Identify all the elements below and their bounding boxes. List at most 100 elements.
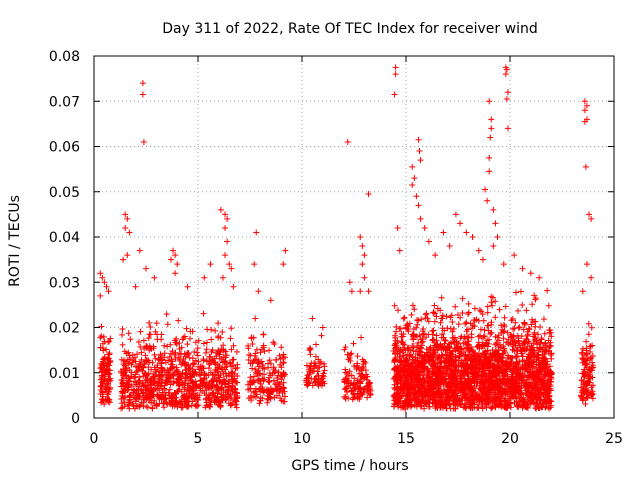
- data-point: [484, 197, 491, 204]
- data-point: [396, 247, 403, 254]
- data-point: [441, 402, 448, 409]
- data-point: [151, 397, 158, 404]
- data-point: [172, 270, 179, 277]
- data-point: [536, 345, 543, 352]
- data-point: [483, 355, 490, 362]
- data-point: [273, 386, 280, 393]
- data-point: [485, 322, 492, 329]
- data-point: [452, 367, 459, 374]
- data-point: [102, 386, 109, 393]
- data-point: [498, 401, 505, 408]
- data-point: [166, 353, 173, 360]
- data-point: [280, 354, 287, 361]
- data-point: [400, 369, 407, 376]
- data-point: [539, 344, 546, 351]
- data-point: [175, 388, 182, 395]
- data-point: [405, 367, 412, 374]
- data-point: [449, 376, 456, 383]
- data-point: [406, 399, 413, 406]
- data-point: [520, 376, 527, 383]
- data-point: [589, 353, 596, 360]
- data-point: [482, 367, 489, 374]
- data-point: [492, 333, 499, 340]
- data-point: [228, 401, 235, 408]
- data-point: [544, 396, 551, 403]
- data-point: [579, 359, 586, 366]
- data-point: [395, 398, 402, 405]
- data-point: [417, 215, 424, 222]
- data-point: [202, 382, 209, 389]
- data-point: [469, 347, 476, 354]
- data-point: [157, 352, 164, 359]
- data-point: [167, 350, 174, 357]
- data-point: [119, 331, 126, 338]
- data-point: [479, 311, 486, 318]
- data-point: [421, 224, 428, 231]
- data-point: [345, 372, 352, 379]
- data-point: [144, 371, 151, 378]
- data-point: [365, 191, 372, 198]
- data-point: [346, 368, 353, 375]
- data-point: [103, 283, 110, 290]
- data-point: [270, 366, 277, 373]
- data-point: [265, 378, 272, 385]
- data-point: [533, 375, 540, 382]
- data-point: [275, 369, 282, 376]
- data-point: [257, 397, 264, 404]
- data-point: [465, 309, 472, 316]
- data-point: [532, 391, 539, 398]
- data-point: [342, 366, 349, 373]
- data-point: [414, 357, 421, 364]
- data-point: [431, 346, 438, 353]
- data-point: [360, 386, 367, 393]
- data-point: [413, 193, 420, 200]
- data-point: [400, 349, 407, 356]
- data-point: [399, 392, 406, 399]
- data-point: [519, 301, 526, 308]
- data-point: [459, 295, 466, 302]
- data-point: [547, 329, 554, 336]
- data-point: [222, 224, 229, 231]
- data-point: [348, 288, 355, 295]
- data-point: [417, 403, 424, 410]
- data-point: [251, 373, 258, 380]
- data-point: [471, 383, 478, 390]
- data-point: [578, 377, 585, 384]
- data-point: [167, 361, 174, 368]
- data-point: [521, 346, 528, 353]
- data-point: [397, 375, 404, 382]
- data-point: [139, 390, 146, 397]
- data-point: [393, 377, 400, 384]
- data-point: [267, 372, 274, 379]
- data-point: [184, 350, 191, 357]
- data-point: [403, 379, 410, 386]
- data-point: [227, 395, 234, 402]
- data-point: [583, 387, 590, 394]
- data-point: [431, 392, 438, 399]
- data-point: [166, 392, 173, 399]
- data-point: [179, 359, 186, 366]
- data-point: [415, 399, 422, 406]
- data-point: [488, 299, 495, 306]
- data-point: [579, 288, 586, 295]
- data-point: [583, 338, 590, 345]
- data-point: [482, 386, 489, 393]
- data-point: [458, 383, 465, 390]
- data-point: [585, 331, 592, 338]
- data-point: [409, 342, 416, 349]
- data-point: [508, 354, 515, 361]
- data-point: [184, 341, 191, 348]
- data-point: [429, 373, 436, 380]
- data-point: [397, 358, 404, 365]
- data-point: [261, 348, 268, 355]
- data-point: [158, 369, 165, 376]
- data-point: [588, 215, 595, 222]
- data-point: [99, 345, 106, 352]
- data-point: [583, 261, 590, 268]
- y-tick-label: 0.04: [49, 230, 80, 246]
- data-point: [504, 383, 511, 390]
- data-point: [508, 317, 515, 324]
- data-point: [146, 394, 153, 401]
- data-point: [415, 339, 422, 346]
- data-point: [537, 339, 544, 346]
